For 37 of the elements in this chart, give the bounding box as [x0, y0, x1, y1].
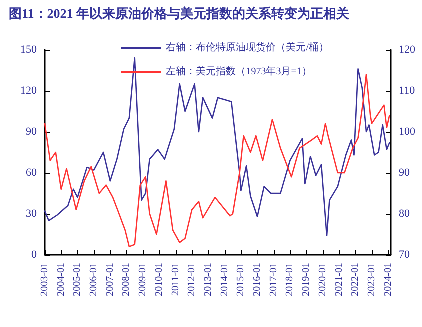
- x-tick-label: 2006-01: [88, 263, 100, 296]
- y2-tick-label: 70: [399, 249, 410, 261]
- y2-tick-label: 90: [399, 167, 410, 179]
- x-tick-label: 2003-01: [40, 263, 50, 296]
- y-tick-label: 120: [20, 85, 38, 97]
- x-tick-label: 2011-01: [170, 263, 182, 296]
- x-tick-label: 2015-01: [236, 263, 247, 296]
- x-tick-label: 2005-01: [72, 263, 84, 296]
- x-tick-label: 2012-01: [186, 263, 198, 296]
- legend-label: 右轴：布伦特原油现货价（美元/桶）: [166, 42, 330, 54]
- x-tick-label: 2016-01: [252, 263, 264, 296]
- chart-title: 图11：2021 年以来原油价格与美元指数的关系转变为正相关: [9, 6, 351, 21]
- y2-tick-label: 100: [399, 126, 416, 138]
- x-tick-label: 2020-01: [317, 263, 328, 296]
- x-tick-label: 2024-01: [382, 263, 394, 296]
- x-tick-label: 2007-01: [104, 263, 116, 296]
- y2-tick-label: 120: [399, 44, 416, 56]
- x-tick-label: 2023-01: [366, 263, 378, 296]
- y2-tick-label: 80: [399, 208, 410, 220]
- x-tick-label: 2021-01: [334, 263, 345, 296]
- legend-label: 左轴：美元指数（1973年3月=1）: [166, 66, 312, 78]
- y-tick-label: 90: [26, 126, 38, 138]
- y-tick-label: 0: [32, 249, 38, 261]
- x-tick-label: 2014-01: [219, 263, 230, 296]
- x-tick-label: 2008-01: [121, 263, 132, 296]
- x-tick-label: 2018-01: [284, 263, 296, 296]
- x-tick-label: 2022-01: [350, 263, 362, 296]
- x-tick-label: 2010-01: [154, 263, 165, 296]
- y2-tick-label: 110: [399, 85, 416, 97]
- x-tick-label: 2019-01: [301, 263, 312, 296]
- x-tick-label: 2013-01: [203, 263, 214, 296]
- y-tick-label: 60: [26, 167, 38, 179]
- y-tick-label: 30: [26, 208, 38, 220]
- x-tick-label: 2017-01: [268, 263, 280, 296]
- x-tick-label: 2004-01: [56, 263, 67, 296]
- x-tick-label: 2009-01: [138, 263, 149, 296]
- y-tick-label: 150: [20, 44, 38, 56]
